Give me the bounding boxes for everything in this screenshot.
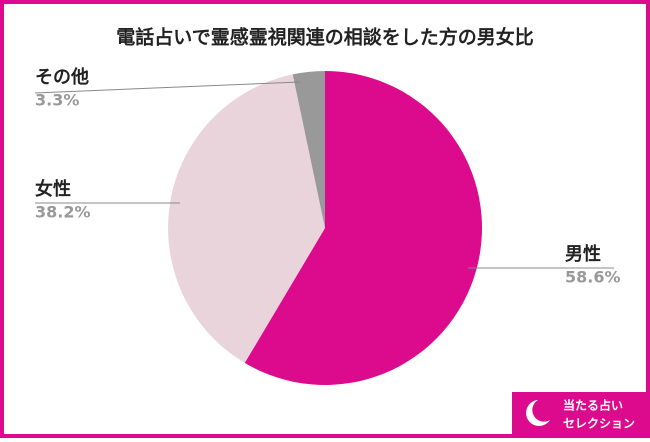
logo-moon: [526, 400, 550, 426]
slice-label: その他: [35, 66, 89, 88]
slice-label: 男性: [565, 243, 601, 265]
pie-slice: [292, 71, 325, 228]
value-label: 58.6%: [565, 268, 621, 287]
logo: 当たる占い セレクション: [512, 392, 648, 436]
logo-text: セレクション: [563, 417, 635, 431]
leader-line: [34, 81, 301, 94]
value-label: 38.2%: [35, 203, 91, 222]
slice-label: 女性: [35, 178, 71, 200]
pie-slice: [168, 74, 325, 363]
logo-text: 当たる占い: [563, 398, 623, 413]
value-label: 3.3%: [35, 91, 79, 110]
logo-bg: [512, 392, 648, 436]
chart-title: 電話占いで霊感霊視関連の相談をした方の男女比: [116, 26, 533, 49]
pie-slice: [244, 71, 482, 385]
